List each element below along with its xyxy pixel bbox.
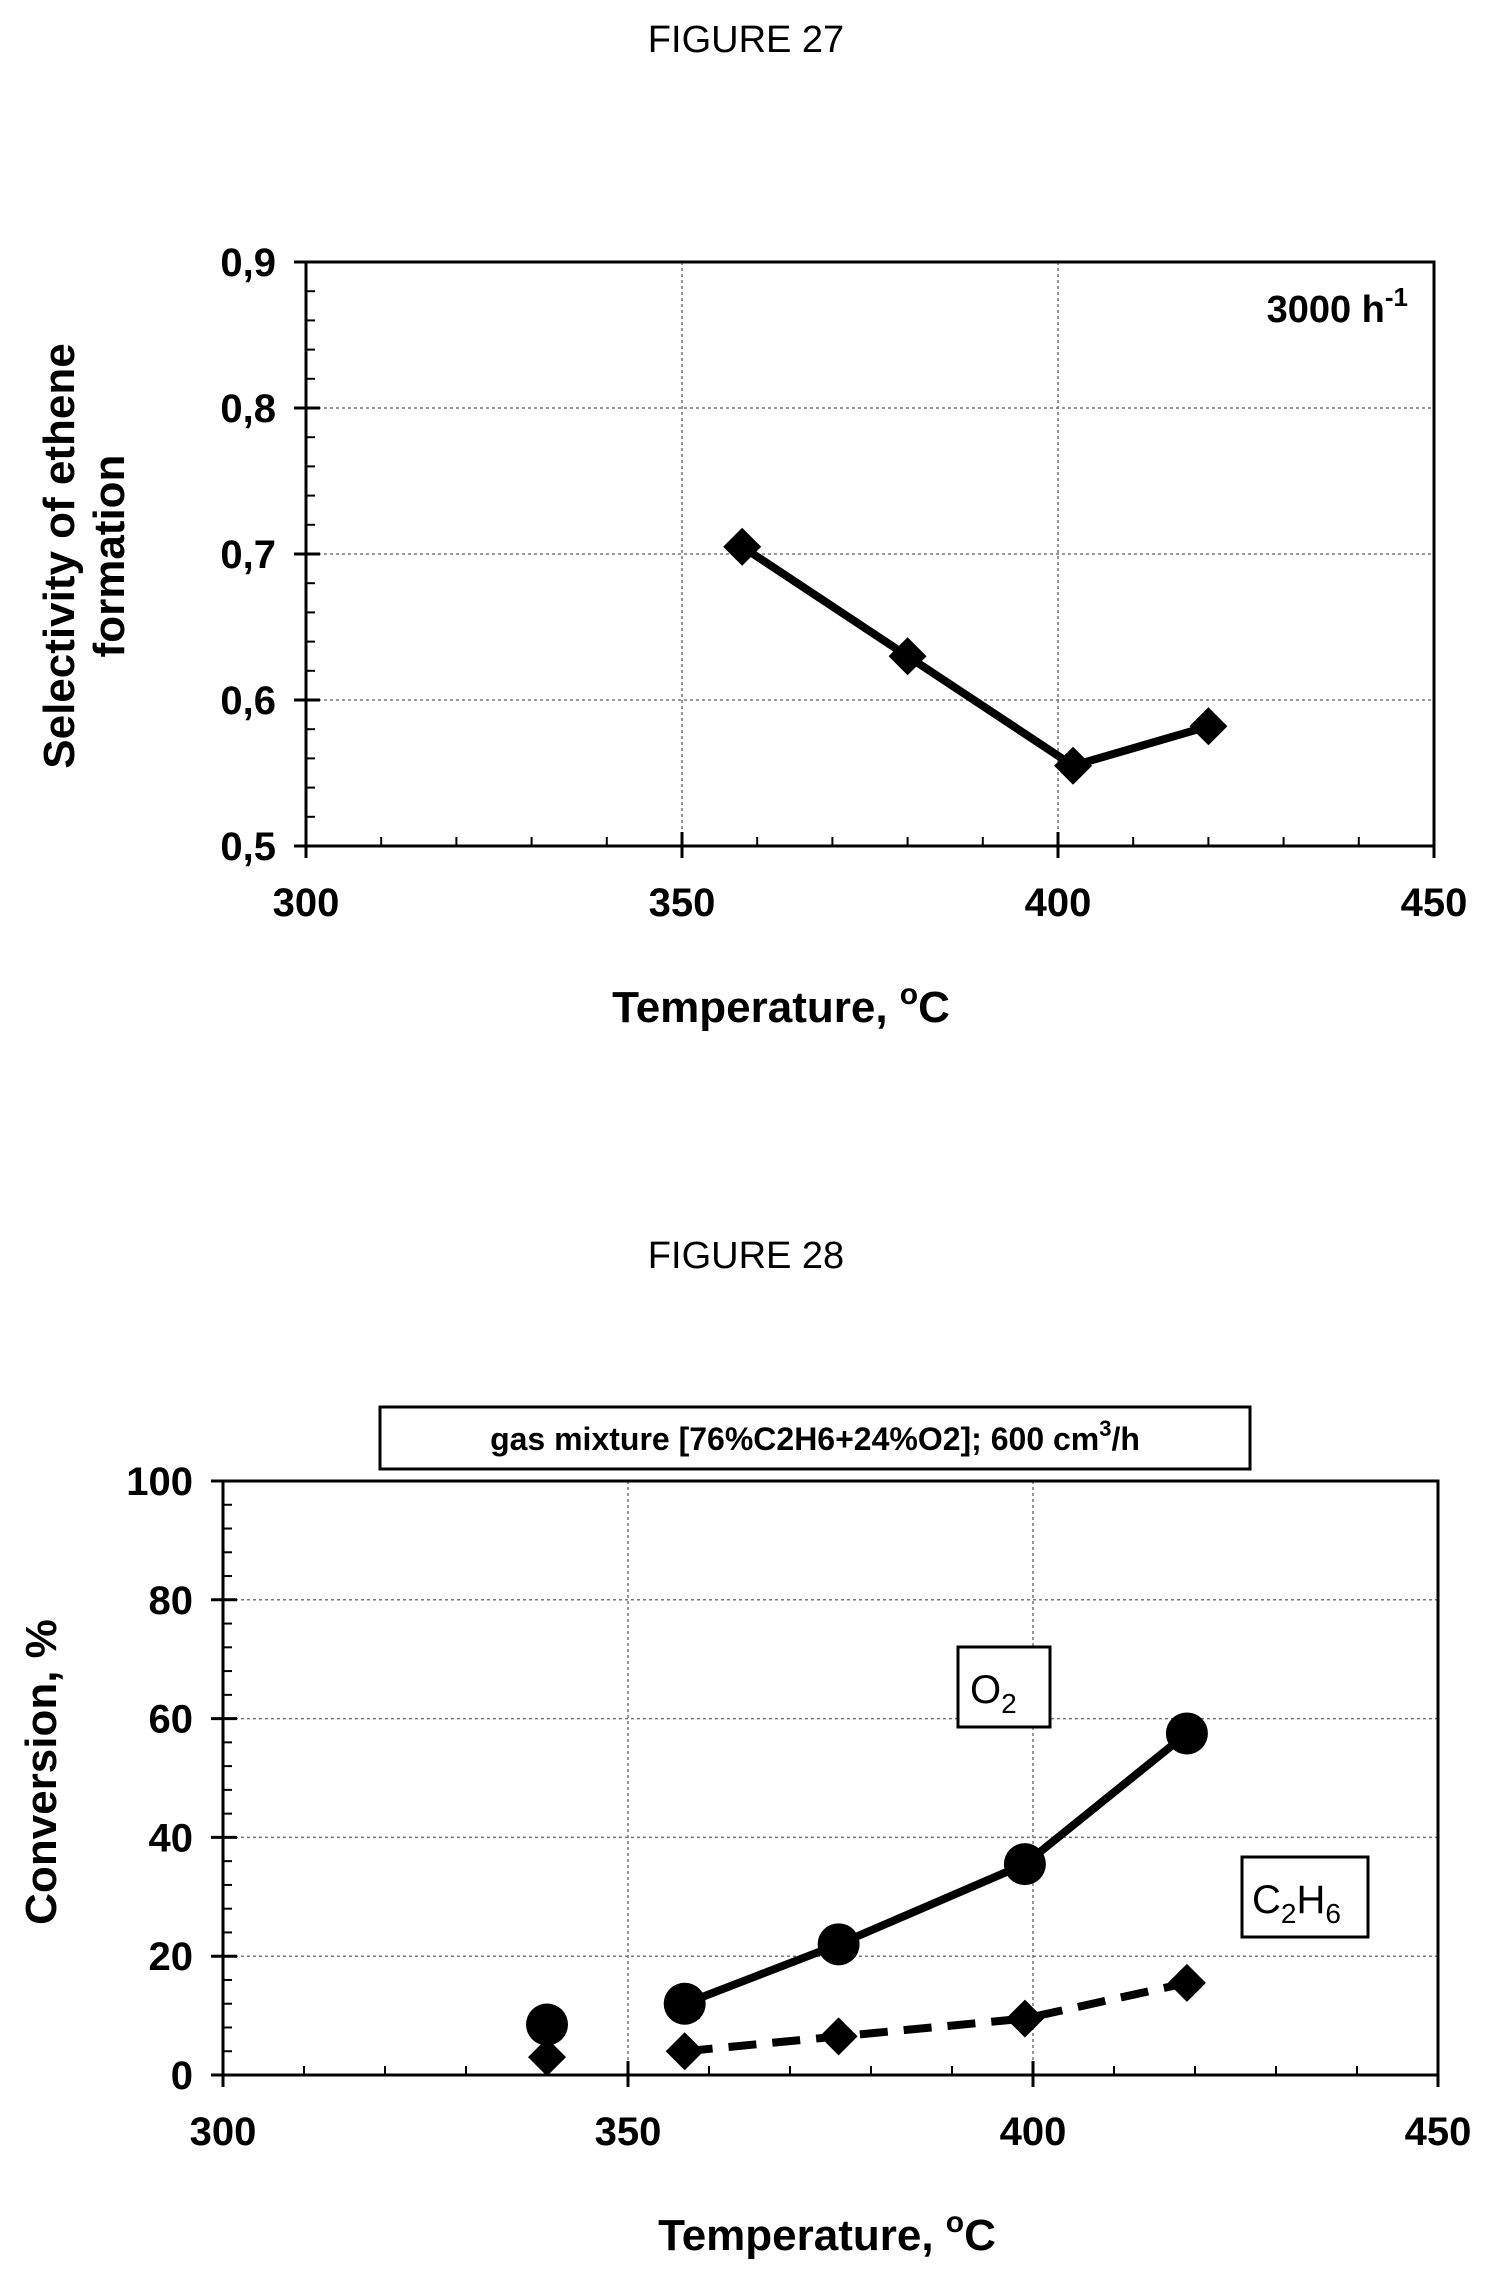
series-line-0: [739, 543, 1210, 770]
series-line-1: [684, 1979, 1188, 2056]
y-tick-label: 80: [149, 1579, 194, 1623]
chart1-ticks: 300 350 400 450 0,5 0,6 0,7 0,8 0,9: [220, 241, 1467, 925]
chart1-series: [723, 527, 1228, 785]
chart2-condition-box-border: [378, 1405, 1252, 1471]
y-tick-label: 0: [171, 2054, 193, 2098]
chart2-condition-box: gas mixture [76%C2H6+24%O2]; 600 cm3/h: [378, 1405, 1252, 1471]
data-point-circle: [1003, 1843, 1046, 1886]
y-tick-label: 60: [149, 1698, 194, 1742]
x-tick-label: 450: [1405, 2110, 1472, 2154]
x-tick-label: 350: [649, 881, 716, 925]
o2-label-text: O2: [970, 1668, 1017, 1719]
c2h6-label-box: [1240, 1855, 1370, 1939]
chart1-y-label-line2: formation: [85, 455, 134, 658]
series-line-0: [683, 1730, 1190, 2008]
data-point-diamond: [1167, 1963, 1206, 2002]
chart1-x-axis-label: Temperature, oC: [612, 978, 950, 1032]
y-tick-label: 0,7: [220, 533, 276, 577]
chart2-series: [526, 1712, 1208, 2077]
y-tick-label: 100: [126, 1460, 193, 1504]
chart2-ticks: 300 350 400 450 0 20 40 60 80 100: [126, 1460, 1471, 2154]
x-tick-label: 400: [1000, 2110, 1067, 2154]
data-point-diamond: [888, 637, 927, 676]
series-label-o2: O2: [956, 1645, 1052, 1729]
data-point-diamond: [723, 527, 762, 566]
x-tick-label: 300: [273, 881, 340, 925]
chart2-grid: [223, 1481, 1438, 2075]
chart-selectivity: 300 350 400 450 0,5 0,6 0,7 0,8 0,9 3000 h-1 Tem…: [35, 241, 1467, 1032]
y-tick-label: 0,9: [220, 241, 276, 285]
data-point-diamond: [819, 2017, 858, 2056]
chart-conversion: 300 350 400 450 0 20 40 60 80 100 gas mixture [76…: [17, 1405, 1471, 2260]
y-tick-label: 0,6: [220, 679, 276, 723]
o2-label-box: [956, 1645, 1052, 1729]
chart2-y-axis-label: Conversion, %: [17, 1619, 66, 1925]
chart1-y-label-line1: Selectivity of ethene: [35, 343, 84, 768]
x-tick-label: 300: [190, 2110, 257, 2154]
data-point-diamond: [1005, 1999, 1044, 2038]
x-tick-label: 450: [1401, 881, 1468, 925]
data-point-circle: [526, 2003, 568, 2046]
x-tick-label: 350: [595, 2110, 662, 2154]
series-label-c2h6: C2H6: [1240, 1855, 1370, 1939]
data-point-diamond: [665, 2032, 704, 2071]
chart2-plot-frame: [221, 1479, 1440, 2077]
x-tick-label: 400: [1025, 881, 1092, 925]
c2h6-label-text: C2H6: [1252, 1878, 1341, 1929]
data-point-diamond: [528, 2038, 566, 2077]
y-tick-label: 0,5: [220, 825, 276, 869]
data-point-circle: [1165, 1712, 1208, 1755]
data-point-diamond: [1189, 707, 1228, 746]
data-point-circle: [663, 1982, 706, 2025]
y-tick-label: 40: [149, 1816, 194, 1860]
figure-28-title: FIGURE 28: [648, 1235, 844, 1277]
y-tick-label: 0,8: [220, 387, 276, 431]
chart1-y-axis-label: Selectivity of ethene formation: [35, 343, 134, 768]
chart1-annotation: 3000 h-1: [1267, 282, 1408, 331]
chart1-grid: [306, 262, 1434, 846]
chart2-x-axis-label: Temperature, oC: [658, 2206, 996, 2260]
data-point-diamond: [1054, 746, 1093, 785]
chart2-condition-text: gas mixture [76%C2H6+24%O2]; 600 cm3/h: [490, 1416, 1140, 1457]
y-tick-label: 20: [149, 1935, 194, 1979]
data-point-circle: [817, 1923, 860, 1966]
figure-27-title: FIGURE 27: [648, 19, 844, 61]
